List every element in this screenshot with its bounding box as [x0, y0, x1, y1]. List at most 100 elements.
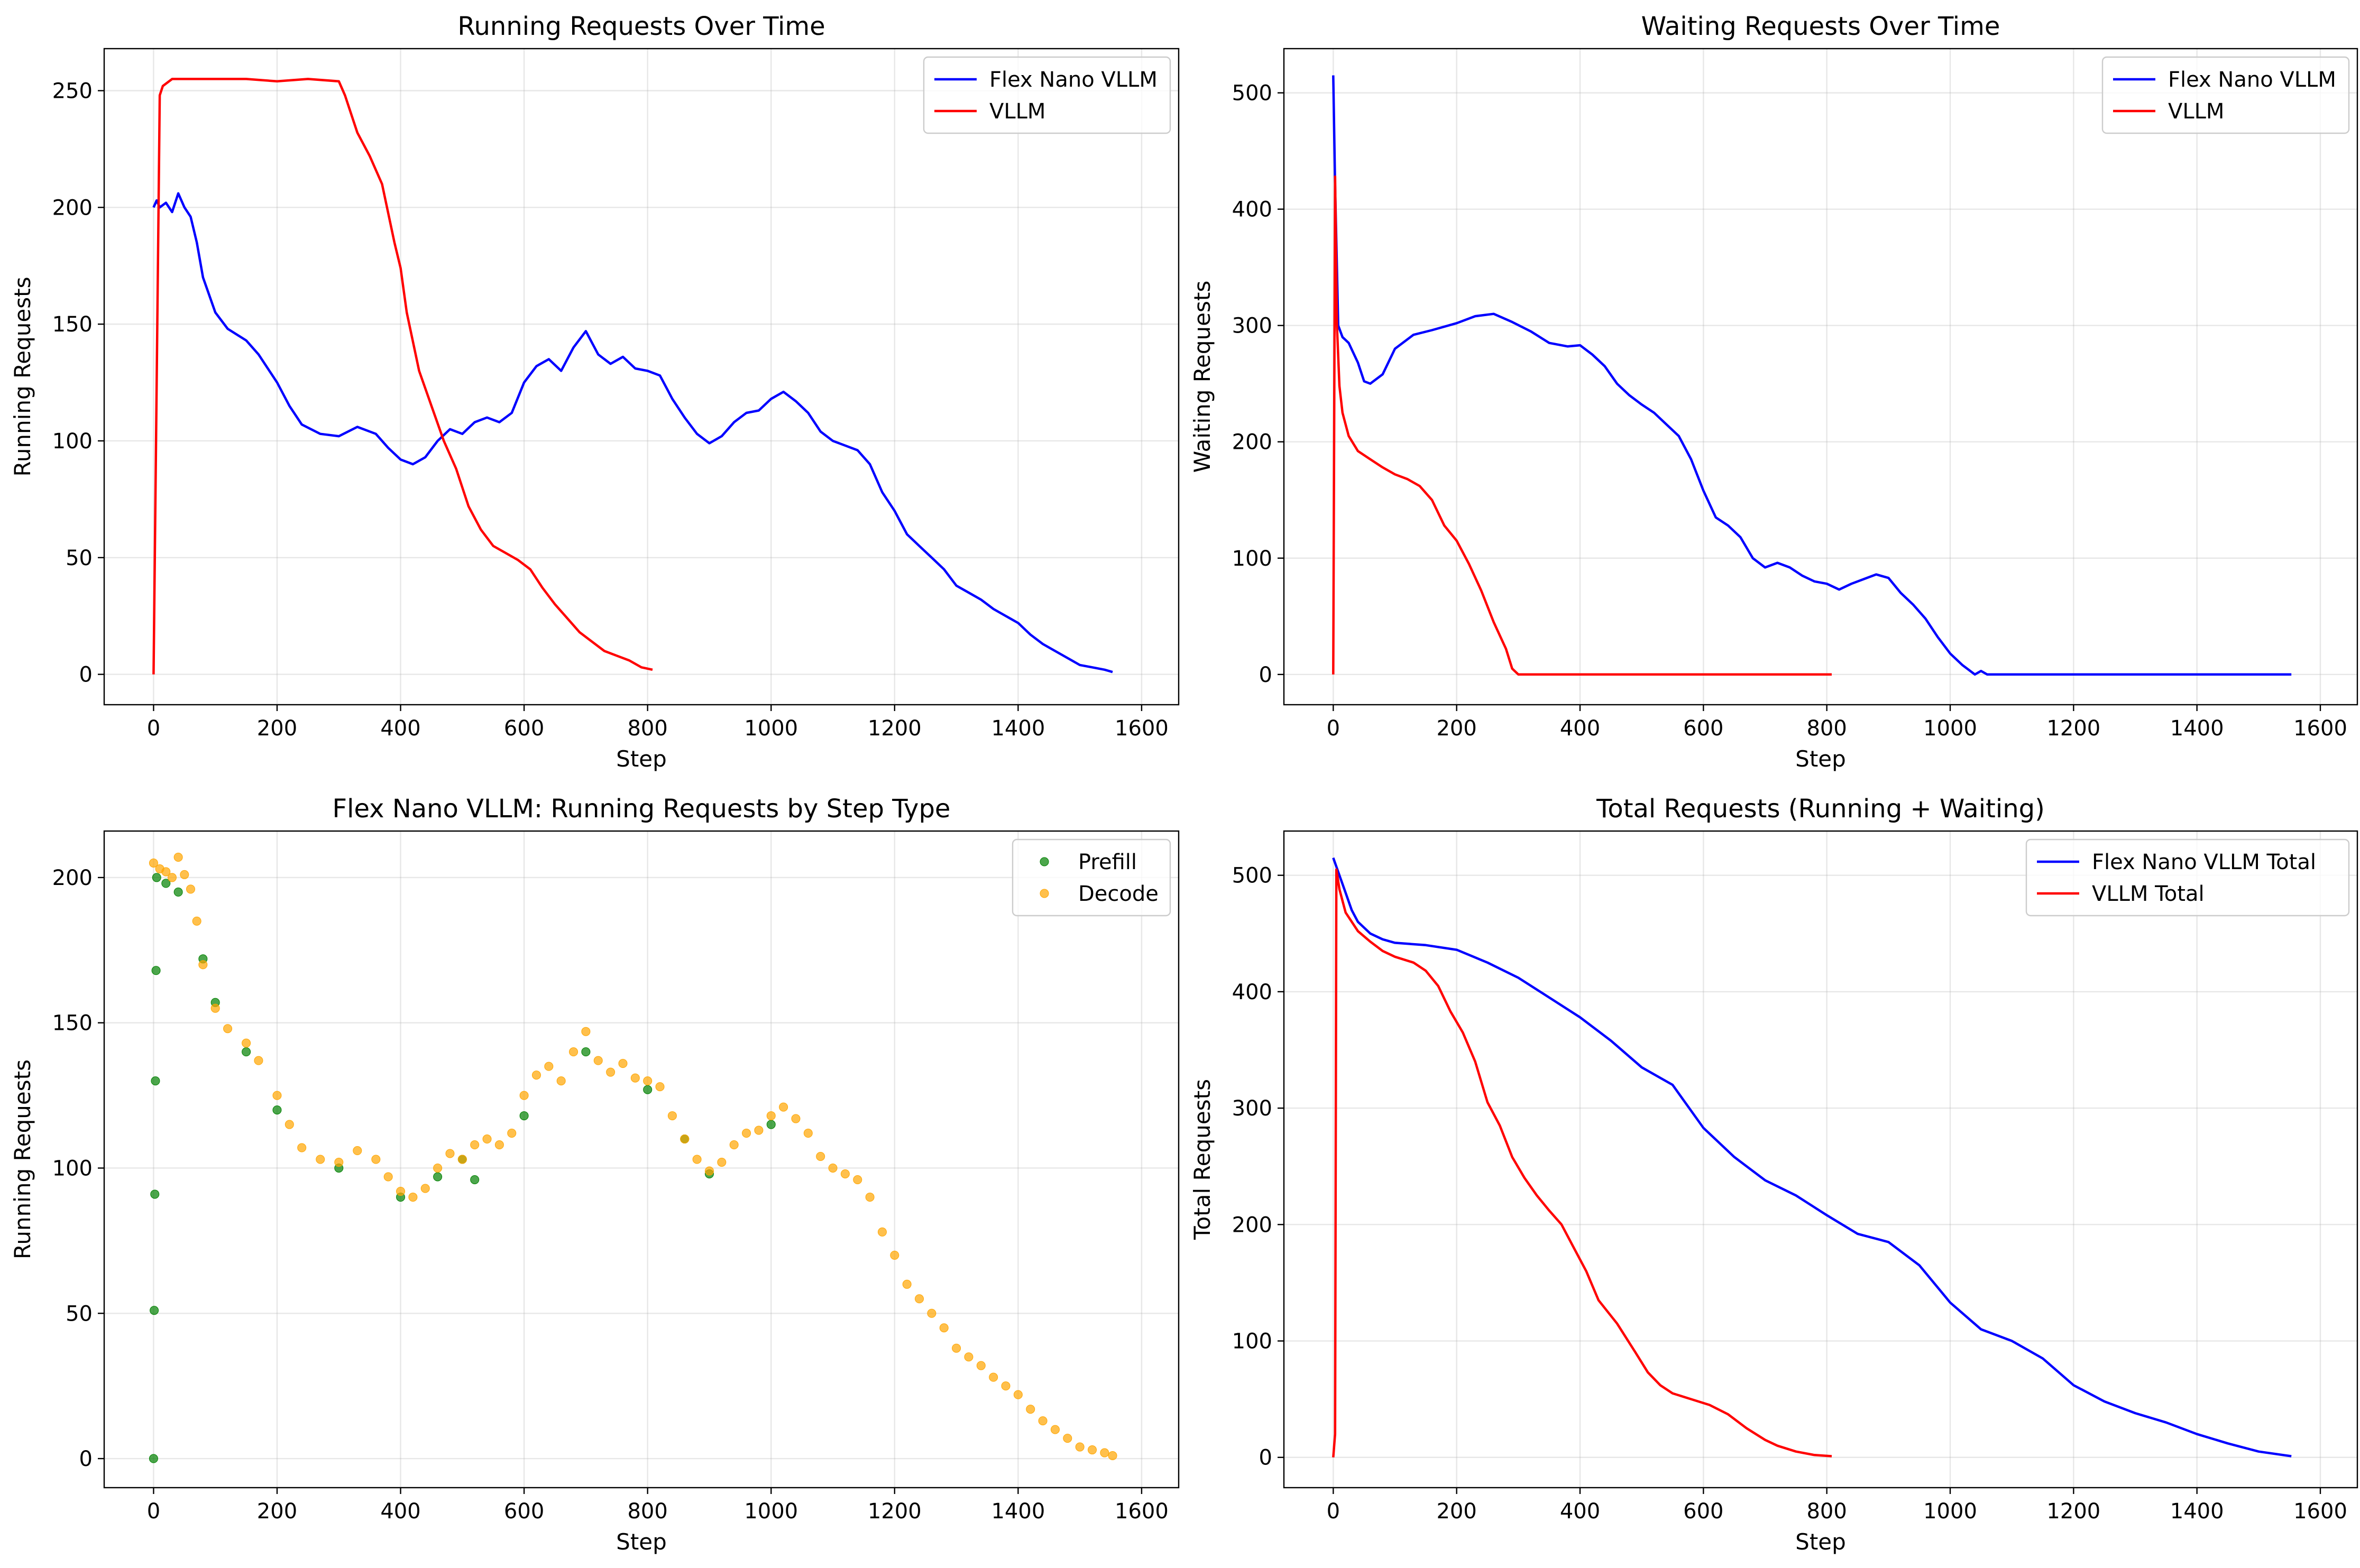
scatter-point [593, 1056, 603, 1065]
scatter-point [606, 1067, 616, 1077]
scatter-point [952, 1343, 961, 1353]
legend-label: VLLM [989, 99, 1045, 124]
x-tick-label: 400 [1560, 716, 1600, 741]
scatter-point [161, 879, 171, 888]
y-tick-label: 400 [1232, 198, 1272, 222]
scatter-point [151, 1076, 160, 1086]
scatter-point [408, 1192, 418, 1202]
series-line-flex-nano-vllm-total [1332, 857, 2292, 1458]
plot-area [152, 78, 1113, 675]
x-tick-label: 600 [1683, 1499, 1723, 1524]
x-tick-label: 400 [1560, 1499, 1600, 1524]
scatter-point [692, 1155, 702, 1164]
y-tick-label: 200 [1232, 430, 1272, 455]
scatter-point [445, 1149, 455, 1158]
scatter-point [816, 1152, 825, 1161]
scatter-point [223, 1024, 233, 1034]
subplot-3: 0 200 400 600 800 1000 1200 1400 1600 0 50 100 150 20… [10, 794, 1180, 1555]
x-tick-label: 800 [627, 1499, 667, 1524]
y-tick-label: 400 [1232, 980, 1272, 1004]
y-tick-label: 200 [52, 196, 93, 220]
x-axis-label: Step [1795, 746, 1846, 772]
series-line-vllm-total [1332, 868, 1832, 1458]
y-tick-label: 0 [79, 663, 93, 687]
y-tick-label: 200 [1232, 1213, 1272, 1237]
x-tick-label: 1000 [1923, 716, 1977, 741]
legend: Prefill Decode [1012, 838, 1171, 917]
scatter-point [865, 1192, 875, 1202]
scatter-point [939, 1323, 949, 1333]
scatter-point [150, 1306, 159, 1315]
y-tick-label: 150 [52, 312, 93, 337]
scatter-point [173, 852, 183, 862]
legend-marker [1040, 889, 1049, 898]
x-tick-label: 800 [1806, 1499, 1847, 1524]
x-tick-label: 600 [504, 716, 544, 741]
legend: Flex Nano VLLM VLLM [2101, 56, 2350, 134]
legend-frame [2025, 838, 2350, 917]
legend-label: Decode [1078, 882, 1159, 906]
scatter-point [989, 1372, 998, 1382]
scatter-point [531, 1071, 541, 1080]
x-tick-label: 1400 [2170, 716, 2224, 741]
x-tick-label: 600 [504, 1499, 544, 1524]
legend-marker [1040, 857, 1049, 866]
series-line-vllm [1332, 175, 1832, 676]
scatter-point [334, 1157, 344, 1167]
legend-label: VLLM Total [2092, 882, 2205, 906]
scatter-point [242, 1038, 251, 1048]
x-tick-label: 1200 [2046, 716, 2100, 741]
plot-area [149, 852, 1117, 1463]
scatter-point [1108, 1451, 1117, 1461]
x-tick-label: 200 [1436, 716, 1476, 741]
y-tick-label: 500 [1232, 864, 1272, 888]
x-tick-label: 1600 [1115, 716, 1169, 741]
scatter-point [186, 884, 195, 894]
legend-label: Flex Nano VLLM Total [2092, 850, 2316, 874]
scatter-point [1088, 1445, 1097, 1455]
y-axis-label: Running Requests [10, 1059, 35, 1259]
scatter-point [742, 1129, 751, 1138]
scatter-point [180, 870, 189, 879]
y-tick-label: 250 [52, 79, 93, 103]
scatter-point [643, 1085, 653, 1094]
x-tick-label: 1000 [1923, 1499, 1977, 1524]
scatter-point [853, 1175, 862, 1184]
scatter-point [1050, 1425, 1060, 1434]
scatter-point [1001, 1381, 1011, 1391]
scatter-point [198, 960, 208, 970]
x-tick-label: 1600 [2293, 1499, 2347, 1524]
x-tick-label: 1000 [744, 716, 798, 741]
scatter-point [704, 1166, 714, 1176]
subplot-4: 0 200 400 600 800 1000 1200 1400 1600 0 100 200 300 4… [1189, 794, 2358, 1555]
scatter-point [396, 1186, 406, 1196]
x-tick-label: 0 [147, 1499, 160, 1524]
scatter-point [149, 858, 158, 868]
scatter-point [1063, 1434, 1072, 1443]
scatter-point [902, 1279, 912, 1289]
x-tick-label: 0 [147, 716, 160, 741]
scatter-point [630, 1073, 640, 1083]
scatter-point [284, 1120, 294, 1129]
series-decode [149, 852, 1117, 1461]
legend-frame [923, 56, 1171, 134]
scatter-point [161, 867, 171, 877]
scatter-point [371, 1155, 381, 1164]
scatter-point [754, 1126, 764, 1135]
scatter-point [272, 1091, 282, 1100]
x-axis-label: Step [616, 746, 667, 772]
scatter-point [167, 873, 177, 882]
x-tick-label: 400 [380, 1499, 420, 1524]
scatter-point [803, 1129, 813, 1138]
x-tick-label: 400 [380, 716, 420, 741]
scatter-point [581, 1027, 591, 1036]
x-tick-label: 1200 [868, 716, 922, 741]
legend-frame [1012, 838, 1171, 917]
scatter-point [717, 1157, 727, 1167]
subplot-title: Running Requests Over Time [457, 12, 825, 41]
x-tick-label: 200 [257, 1499, 297, 1524]
series-line-flex-nano-vllm [152, 192, 1113, 674]
subplot-title: Total Requests (Running + Waiting) [1596, 794, 2045, 824]
scatter-point [519, 1111, 529, 1121]
x-tick-label: 1600 [2293, 716, 2347, 741]
